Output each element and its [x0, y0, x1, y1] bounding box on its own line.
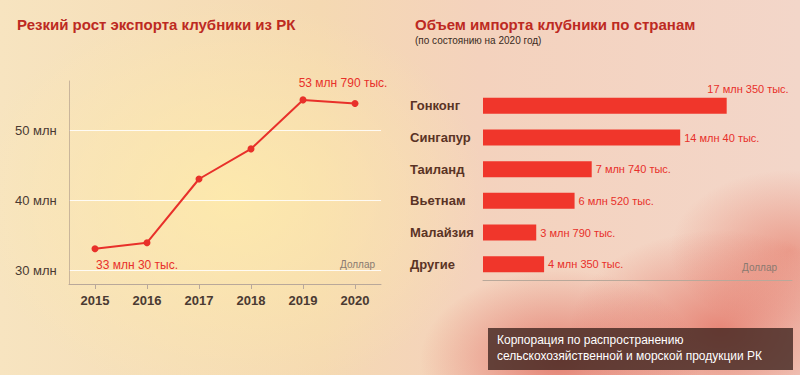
svg-text:2015: 2015 [81, 293, 110, 308]
svg-text:Вьетнам: Вьетнам [410, 193, 466, 208]
svg-text:Доллар: Доллар [742, 262, 777, 273]
svg-text:Сингапур: Сингапур [410, 130, 471, 145]
svg-text:6 млн 520 тыс.: 6 млн 520 тыс. [579, 195, 654, 207]
svg-text:14 млн 40 тыс.: 14 млн 40 тыс. [684, 132, 759, 144]
svg-text:2018: 2018 [237, 293, 266, 308]
svg-text:3 млн 790 тыс.: 3 млн 790 тыс. [540, 227, 615, 239]
html-text:Корпорация по распространению: Корпорация по распространению сельскохоз… [497, 333, 763, 363]
svg-text:Объем импорта клубники по стра: Объем импорта клубники по странам [415, 16, 695, 33]
svg-text:30 млн: 30 млн [15, 263, 57, 278]
svg-text:Таиланд: Таиланд [410, 162, 465, 177]
svg-text:Доллар: Доллар [340, 259, 375, 270]
svg-text:Другие: Другие [410, 257, 455, 272]
svg-text:(по состоянию на 2020 год): (по состоянию на 2020 год) [415, 35, 541, 46]
svg-text:17 млн 350 тыс.: 17 млн 350 тыс. [707, 83, 788, 95]
svg-text:53 млн 790 тыс.: 53 млн 790 тыс. [299, 76, 388, 90]
svg-text:2016: 2016 [133, 293, 162, 308]
svg-text:2020: 2020 [341, 293, 370, 308]
svg-text:Малайзия: Малайзия [410, 225, 474, 240]
svg-text:33 млн 30 тыс.: 33 млн 30 тыс. [96, 258, 178, 272]
svg-text:4 млн 350 тыс.: 4 млн 350 тыс. [548, 258, 623, 270]
svg-text:50 млн: 50 млн [15, 123, 57, 138]
svg-text:40 млн: 40 млн [15, 193, 57, 208]
svg-text:2019: 2019 [289, 293, 318, 308]
svg-text:2017: 2017 [185, 293, 214, 308]
svg-text:7 млн 740 тыс.: 7 млн 740 тыс. [596, 163, 671, 175]
svg-text:Резкий рост экспорта клубники: Резкий рост экспорта клубники из РК [17, 16, 296, 33]
svg-text:Гонконг: Гонконг [410, 98, 461, 113]
